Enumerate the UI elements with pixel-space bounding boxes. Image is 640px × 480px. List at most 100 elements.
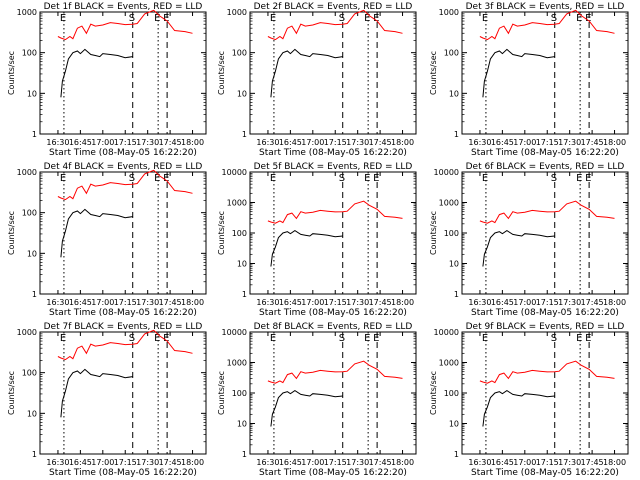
x-tick-label: 17:00 xyxy=(513,298,536,307)
series-lld xyxy=(479,360,615,384)
x-tick-label: 17:00 xyxy=(513,458,536,467)
x-tick-label: 16:30 xyxy=(46,458,69,467)
x-tick-label: 17:00 xyxy=(301,138,324,147)
x-tick-label: 18:00 xyxy=(181,458,204,467)
y-tick-label: 10 xyxy=(237,420,247,429)
x-axis-label: Start Time (08-May-05 16:22:20) xyxy=(259,308,407,318)
x-tick-label: 16:30 xyxy=(46,138,69,147)
y-axis-label: Counts/sec xyxy=(7,371,16,415)
x-tick-label: 17:30 xyxy=(346,138,369,147)
x-tick-label: 16:30 xyxy=(468,458,491,467)
y-tick-label: 10 xyxy=(237,89,247,98)
x-tick-label: 18:00 xyxy=(391,458,414,467)
series-lld xyxy=(479,9,615,41)
y-tick-label: 1000 xyxy=(17,168,37,177)
marker-label: E xyxy=(585,333,591,344)
x-tick-label: 18:00 xyxy=(181,298,204,307)
series-events xyxy=(270,48,343,98)
y-tick-label: 10 xyxy=(449,420,459,429)
x-tick-label: 16:45 xyxy=(279,138,302,147)
panel-det-8: Det 8f BLACK = Events, RED = LLD Start Ti… xyxy=(217,322,417,478)
x-tick-label: 17:00 xyxy=(91,298,114,307)
series-events xyxy=(60,368,133,418)
x-tick-label: 17:30 xyxy=(346,458,369,467)
y-axis-label: Counts/sec xyxy=(429,211,438,255)
panel-det-1: Det 1f BLACK = Events, RED = LLD Start Ti… xyxy=(7,2,207,158)
y-tick-label: 10000 xyxy=(434,328,459,337)
x-tick-label: 17:00 xyxy=(513,138,536,147)
plot-frame xyxy=(461,11,629,135)
marker-label: E xyxy=(154,333,160,344)
x-tick-label: 18:00 xyxy=(603,458,626,467)
panel-title: Det 8f BLACK = Events, RED = LLD xyxy=(254,322,413,332)
y-axis-label: Counts/sec xyxy=(217,51,226,95)
panel-title: Det 3f BLACK = Events, RED = LLD xyxy=(466,2,625,12)
marker-label: E xyxy=(154,13,160,24)
x-tick-label: 17:30 xyxy=(558,298,581,307)
series-lld xyxy=(57,169,193,201)
series-lld xyxy=(267,9,403,41)
y-axis-label: Counts/sec xyxy=(7,51,16,95)
x-tick-label: 17:30 xyxy=(136,458,159,467)
x-tick-label: 16:45 xyxy=(69,298,92,307)
x-tick-label: 17:00 xyxy=(91,458,114,467)
x-axis-label: Start Time (08-May-05 16:22:20) xyxy=(49,468,197,478)
y-tick-label: 100 xyxy=(444,389,459,398)
x-tick-label: 17:00 xyxy=(301,458,324,467)
plot-frame xyxy=(249,171,417,295)
y-tick-label: 10000 xyxy=(222,328,247,337)
x-tick-label: 18:00 xyxy=(603,298,626,307)
x-tick-label: 17:45 xyxy=(581,298,604,307)
y-axis-label: Counts/sec xyxy=(429,371,438,415)
panel-det-4: Det 4f BLACK = Events, RED = LLD Start Ti… xyxy=(7,162,207,318)
panel-det-2: Det 2f BLACK = Events, RED = LLD Start Ti… xyxy=(217,2,417,158)
x-tick-label: 17:15 xyxy=(536,458,559,467)
series-events xyxy=(482,48,555,98)
x-tick-label: 17:45 xyxy=(159,298,182,307)
y-axis-label: Counts/sec xyxy=(217,371,226,415)
y-tick-label: 1 xyxy=(242,130,247,139)
panel-title: Det 6f BLACK = Events, RED = LLD xyxy=(466,162,625,172)
x-tick-label: 17:45 xyxy=(369,458,392,467)
marker-label: E xyxy=(576,333,582,344)
panel-title: Det 4f BLACK = Events, RED = LLD xyxy=(44,162,203,172)
marker-label: E xyxy=(373,13,379,24)
plot-frame xyxy=(461,171,629,295)
x-tick-label: 17:15 xyxy=(536,298,559,307)
y-tick-label: 1000 xyxy=(17,328,37,337)
x-tick-label: 17:45 xyxy=(159,138,182,147)
x-tick-label: 17:30 xyxy=(558,138,581,147)
x-axis-label: Start Time (08-May-05 16:22:20) xyxy=(49,148,197,158)
series-events xyxy=(270,389,343,427)
x-tick-label: 17:15 xyxy=(324,298,347,307)
y-tick-label: 1 xyxy=(32,450,37,459)
plot-frame xyxy=(249,331,417,455)
marker-label: E xyxy=(585,13,591,24)
marker-label: E xyxy=(364,13,370,24)
plot-frame xyxy=(39,11,207,135)
x-tick-label: 17:45 xyxy=(369,298,392,307)
marker-label: S xyxy=(129,173,135,184)
y-tick-label: 1 xyxy=(454,290,459,299)
y-tick-label: 1000 xyxy=(439,199,459,208)
x-tick-label: 17:15 xyxy=(324,458,347,467)
series-events xyxy=(60,48,133,98)
series-lld xyxy=(57,329,193,361)
y-axis-label: Counts/sec xyxy=(7,211,16,255)
y-tick-label: 1 xyxy=(242,450,247,459)
series-events xyxy=(60,208,133,258)
y-tick-label: 1000 xyxy=(439,8,459,17)
marker-label: E xyxy=(482,333,488,344)
y-tick-label: 10 xyxy=(27,89,37,98)
marker-label: E xyxy=(576,13,582,24)
y-tick-label: 10 xyxy=(237,260,247,269)
y-tick-label: 100 xyxy=(444,229,459,238)
x-axis-label: Start Time (08-May-05 16:22:20) xyxy=(471,308,619,318)
marker-label: S xyxy=(129,13,135,24)
marker-label: E xyxy=(270,173,276,184)
marker-label: E xyxy=(364,333,370,344)
y-tick-label: 1 xyxy=(454,450,459,459)
marker-label: S xyxy=(551,333,557,344)
x-tick-label: 17:00 xyxy=(91,138,114,147)
x-tick-label: 17:30 xyxy=(558,458,581,467)
